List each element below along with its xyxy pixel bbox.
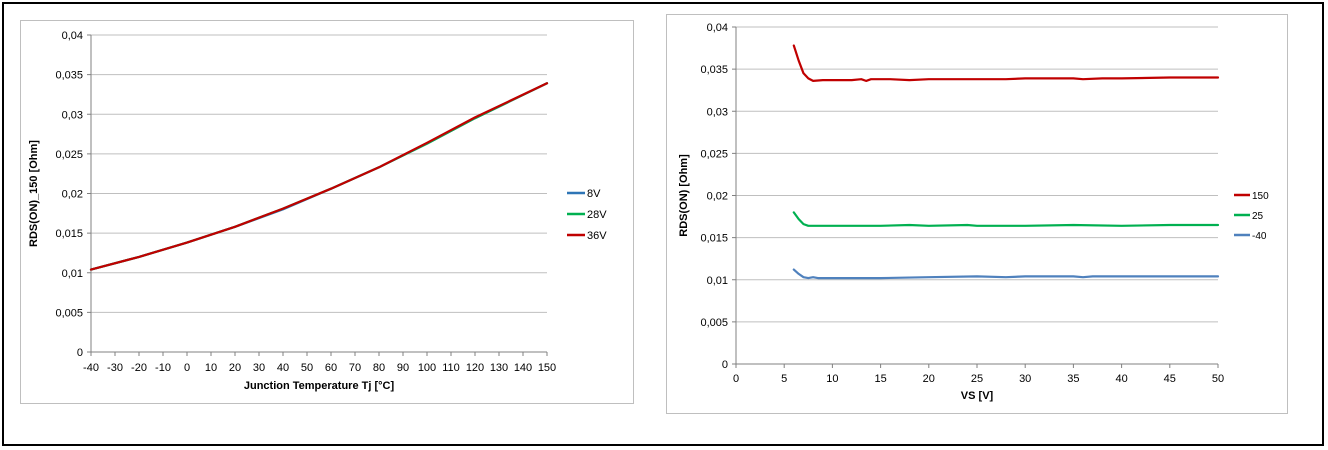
chart2-x-tick-label: 15 <box>874 373 886 385</box>
chart2-series-line-25 <box>792 211 1220 227</box>
chart1-x-tick-label: 50 <box>301 362 313 374</box>
chart1-x-tick-label: -20 <box>131 362 147 374</box>
chart1-x-axis-title: Junction Temperature Tj [°C] <box>244 380 395 392</box>
chart2-y-tick-label: 0,04 <box>707 22 728 34</box>
chart2-y-tick-label: 0,03 <box>707 106 728 118</box>
chart2-legend-label: 25 <box>1252 211 1264 222</box>
chart2-x-tick-label: 30 <box>1019 373 1031 385</box>
chart2-legend-label: -40 <box>1252 231 1267 242</box>
chart-right-svg: 0 0,005 0,01 0,015 0,02 0,025 0,03 0,035 0,04 0 5 1… <box>678 22 1269 402</box>
chart2-x-tick-label: 0 <box>733 373 739 385</box>
chart-rds-vs-temperature: 0 0,005 0,01 0,015 0,02 0,025 0,03 0,035 0,04 -40… <box>20 20 634 404</box>
chart2-series-line-150 <box>792 44 1220 83</box>
chart1-x-tick-label: 100 <box>418 362 436 374</box>
chart1-legend-label: 36V <box>587 230 607 242</box>
chart1-x-tick-label: 90 <box>397 362 409 374</box>
chart1-x-tick-label: -40 <box>83 362 99 374</box>
chart2-x-tick-label: 40 <box>1115 373 1127 385</box>
chart2-y-tick-label: 0,01 <box>707 275 728 287</box>
chart2-x-tick-label: 20 <box>923 373 935 385</box>
chart2-y-tick-label: 0 <box>722 359 728 371</box>
chart2-y-tick-label: 0,035 <box>700 64 728 76</box>
chart1-x-tick-label: 20 <box>229 362 241 374</box>
chart1-legend-label: 28V <box>587 209 607 221</box>
chart2-series-line--40 <box>792 268 1220 280</box>
chart2-x-tick-label: 25 <box>971 373 983 385</box>
chart2-y-axis-title: RDS(ON) [Ohm] <box>678 154 690 237</box>
chart1-x-tick-label: -10 <box>155 362 171 374</box>
chart1-y-axis-title: RDS(ON)_150 [Ohm] <box>28 140 40 247</box>
chart2-x-axis-title: VS [V] <box>961 390 994 402</box>
chart1-x-tick-label: 150 <box>538 362 556 374</box>
chart2-x-tick-label: 45 <box>1164 373 1176 385</box>
chart1-x-tick-label: 40 <box>277 362 289 374</box>
chart1-series-line-28V <box>89 82 549 271</box>
chart1-y-tick-label: 0,035 <box>55 70 83 82</box>
chart1-x-tick-label: 0 <box>184 362 190 374</box>
chart1-y-tick-label: 0,04 <box>62 30 83 42</box>
chart1-y-tick-label: 0,02 <box>62 189 83 201</box>
chart1-series-line-8V <box>89 82 549 271</box>
chart1-legend-label: 8V <box>587 188 601 200</box>
chart1-x-tick-label: 120 <box>466 362 484 374</box>
chart1-x-tick-label: 70 <box>349 362 361 374</box>
chart2-y-tick-label: 0,015 <box>700 233 728 245</box>
chart1-x-tick-label: 10 <box>205 362 217 374</box>
chart2-y-tick-label: 0,005 <box>700 317 728 329</box>
chart1-y-tick-label: 0,025 <box>55 149 83 161</box>
chart1-x-tick-label: 130 <box>490 362 508 374</box>
chart1-x-tick-label: -30 <box>107 362 123 374</box>
chart1-series-line-36V <box>89 82 549 271</box>
chart1-x-tick-label: 60 <box>325 362 337 374</box>
chart1-y-tick-label: 0,015 <box>55 228 83 240</box>
chart2-x-tick-label: 10 <box>826 373 838 385</box>
chart2-x-tick-label: 50 <box>1212 373 1224 385</box>
chart2-y-tick-label: 0,02 <box>707 191 728 203</box>
chart2-legend-label: 150 <box>1252 191 1269 202</box>
chart1-y-tick-label: 0,03 <box>62 109 83 121</box>
chart1-x-tick-label: 30 <box>253 362 265 374</box>
chart1-x-tick-label: 110 <box>442 362 460 374</box>
chart2-x-tick-label: 5 <box>781 373 787 385</box>
chart1-x-tick-label: 80 <box>373 362 385 374</box>
chart1-y-tick-label: 0 <box>77 347 83 359</box>
chart-left-svg: 0 0,005 0,01 0,015 0,02 0,025 0,03 0,035 0,04 -40… <box>28 30 607 392</box>
chart-rds-vs-supply-voltage: 0 0,005 0,01 0,015 0,02 0,025 0,03 0,035 0,04 0 5 1… <box>666 14 1288 414</box>
chart1-y-tick-label: 0,01 <box>62 268 83 280</box>
chart1-x-tick-label: 140 <box>514 362 532 374</box>
chart2-x-tick-label: 35 <box>1067 373 1079 385</box>
chart1-y-tick-label: 0,005 <box>55 307 83 319</box>
chart2-y-tick-label: 0,025 <box>700 148 728 160</box>
